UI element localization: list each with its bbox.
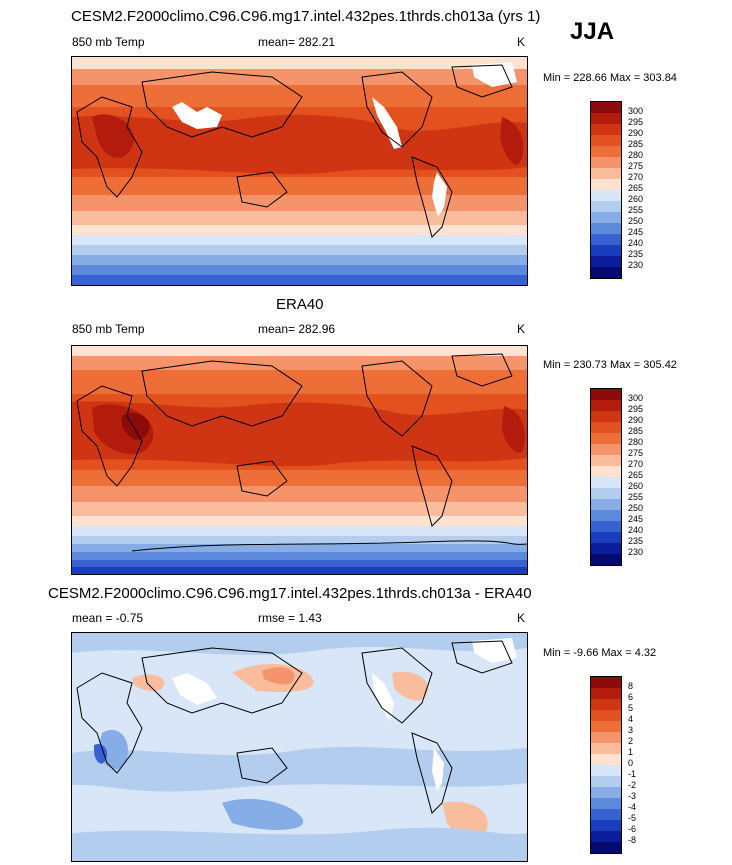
colorbar-label: -1 — [628, 769, 637, 779]
colorbar-label: 240 — [628, 525, 644, 535]
colorbar-label: 255 — [628, 205, 644, 215]
colorbar-label: -4 — [628, 802, 637, 812]
panel2-minmax-label: Min = 230.73 Max = 305.42 — [543, 359, 677, 371]
colorbar-label: 290 — [628, 415, 644, 425]
colorbar-label: 275 — [628, 161, 644, 171]
colorbar-label: 245 — [628, 227, 644, 237]
panel2-colorbar — [590, 388, 622, 566]
panel3-units-label: K — [517, 611, 526, 625]
colorbar-label: 235 — [628, 536, 644, 546]
colorbar-label: 270 — [628, 172, 644, 182]
colorbar-label: 6 — [628, 692, 634, 702]
colorbar-label: 250 — [628, 503, 644, 513]
colorbar-label: 1 — [628, 747, 634, 757]
panel3-minmax-label: Min = -9.66 Max = 4.32 — [543, 647, 657, 659]
colorbar-label: -8 — [628, 835, 637, 845]
panel2-title: ERA40 — [276, 296, 324, 313]
colorbar-label: 4 — [628, 714, 634, 724]
colorbar-label: 295 — [628, 117, 644, 127]
panel1-units-label: K — [517, 35, 526, 49]
panel3-map — [71, 632, 528, 862]
colorbar-label: 3 — [628, 725, 634, 735]
colorbar-label: 240 — [628, 238, 644, 248]
colorbar-label: 275 — [628, 448, 644, 458]
panel1-mean-label: mean= 282.21 — [258, 35, 336, 49]
colorbar-label: 245 — [628, 514, 644, 524]
colorbar-label: 285 — [628, 139, 644, 149]
colorbar-label: 280 — [628, 437, 644, 447]
season-label: JJA — [570, 18, 615, 45]
colorbar-label: 285 — [628, 426, 644, 436]
colorbar-label: -3 — [628, 791, 637, 801]
colorbar-label: 250 — [628, 216, 644, 226]
panel1-map — [71, 56, 528, 286]
panel2-map — [71, 345, 528, 575]
panel3-colorbar — [590, 676, 622, 854]
panel2-units-label: K — [517, 322, 526, 336]
colorbar-label: 270 — [628, 459, 644, 469]
panel2-mean-label: mean= 282.96 — [258, 322, 336, 336]
panel3-rmse-label: rmse = 1.43 — [258, 611, 322, 625]
colorbar-label: 300 — [628, 393, 644, 403]
colorbar-label: -6 — [628, 824, 637, 834]
panel3-mean-label: mean = -0.75 — [72, 611, 144, 625]
panel2-variable-label: 850 mb Temp — [72, 322, 145, 336]
panel1-variable-label: 850 mb Temp — [72, 35, 145, 49]
colorbar-label: 265 — [628, 470, 644, 480]
colorbar-label: 290 — [628, 128, 644, 138]
colorbar-label: 5 — [628, 703, 634, 713]
panel1-title: CESM2.F2000climo.C96.C96.mg17.intel.432p… — [71, 8, 541, 25]
colorbar-label: 230 — [628, 547, 644, 557]
colorbar-label: 230 — [628, 260, 644, 270]
colorbar-label: 0 — [628, 758, 634, 768]
panel1-colorbar — [590, 101, 622, 279]
colorbar-label: 280 — [628, 150, 644, 160]
colorbar-label: 260 — [628, 194, 644, 204]
colorbar-label: 8 — [628, 681, 634, 691]
colorbar-label: 255 — [628, 492, 644, 502]
panel1-minmax-label: Min = 228.66 Max = 303.84 — [543, 72, 677, 84]
colorbar-label: 295 — [628, 404, 644, 414]
colorbar-label: 235 — [628, 249, 644, 259]
colorbar-label: 300 — [628, 106, 644, 116]
colorbar-label: 260 — [628, 481, 644, 491]
panel3-title: CESM2.F2000climo.C96.C96.mg17.intel.432p… — [48, 585, 532, 602]
colorbar-label: 2 — [628, 736, 634, 746]
colorbar-label: -2 — [628, 780, 637, 790]
colorbar-label: -5 — [628, 813, 637, 823]
colorbar-label: 265 — [628, 183, 644, 193]
